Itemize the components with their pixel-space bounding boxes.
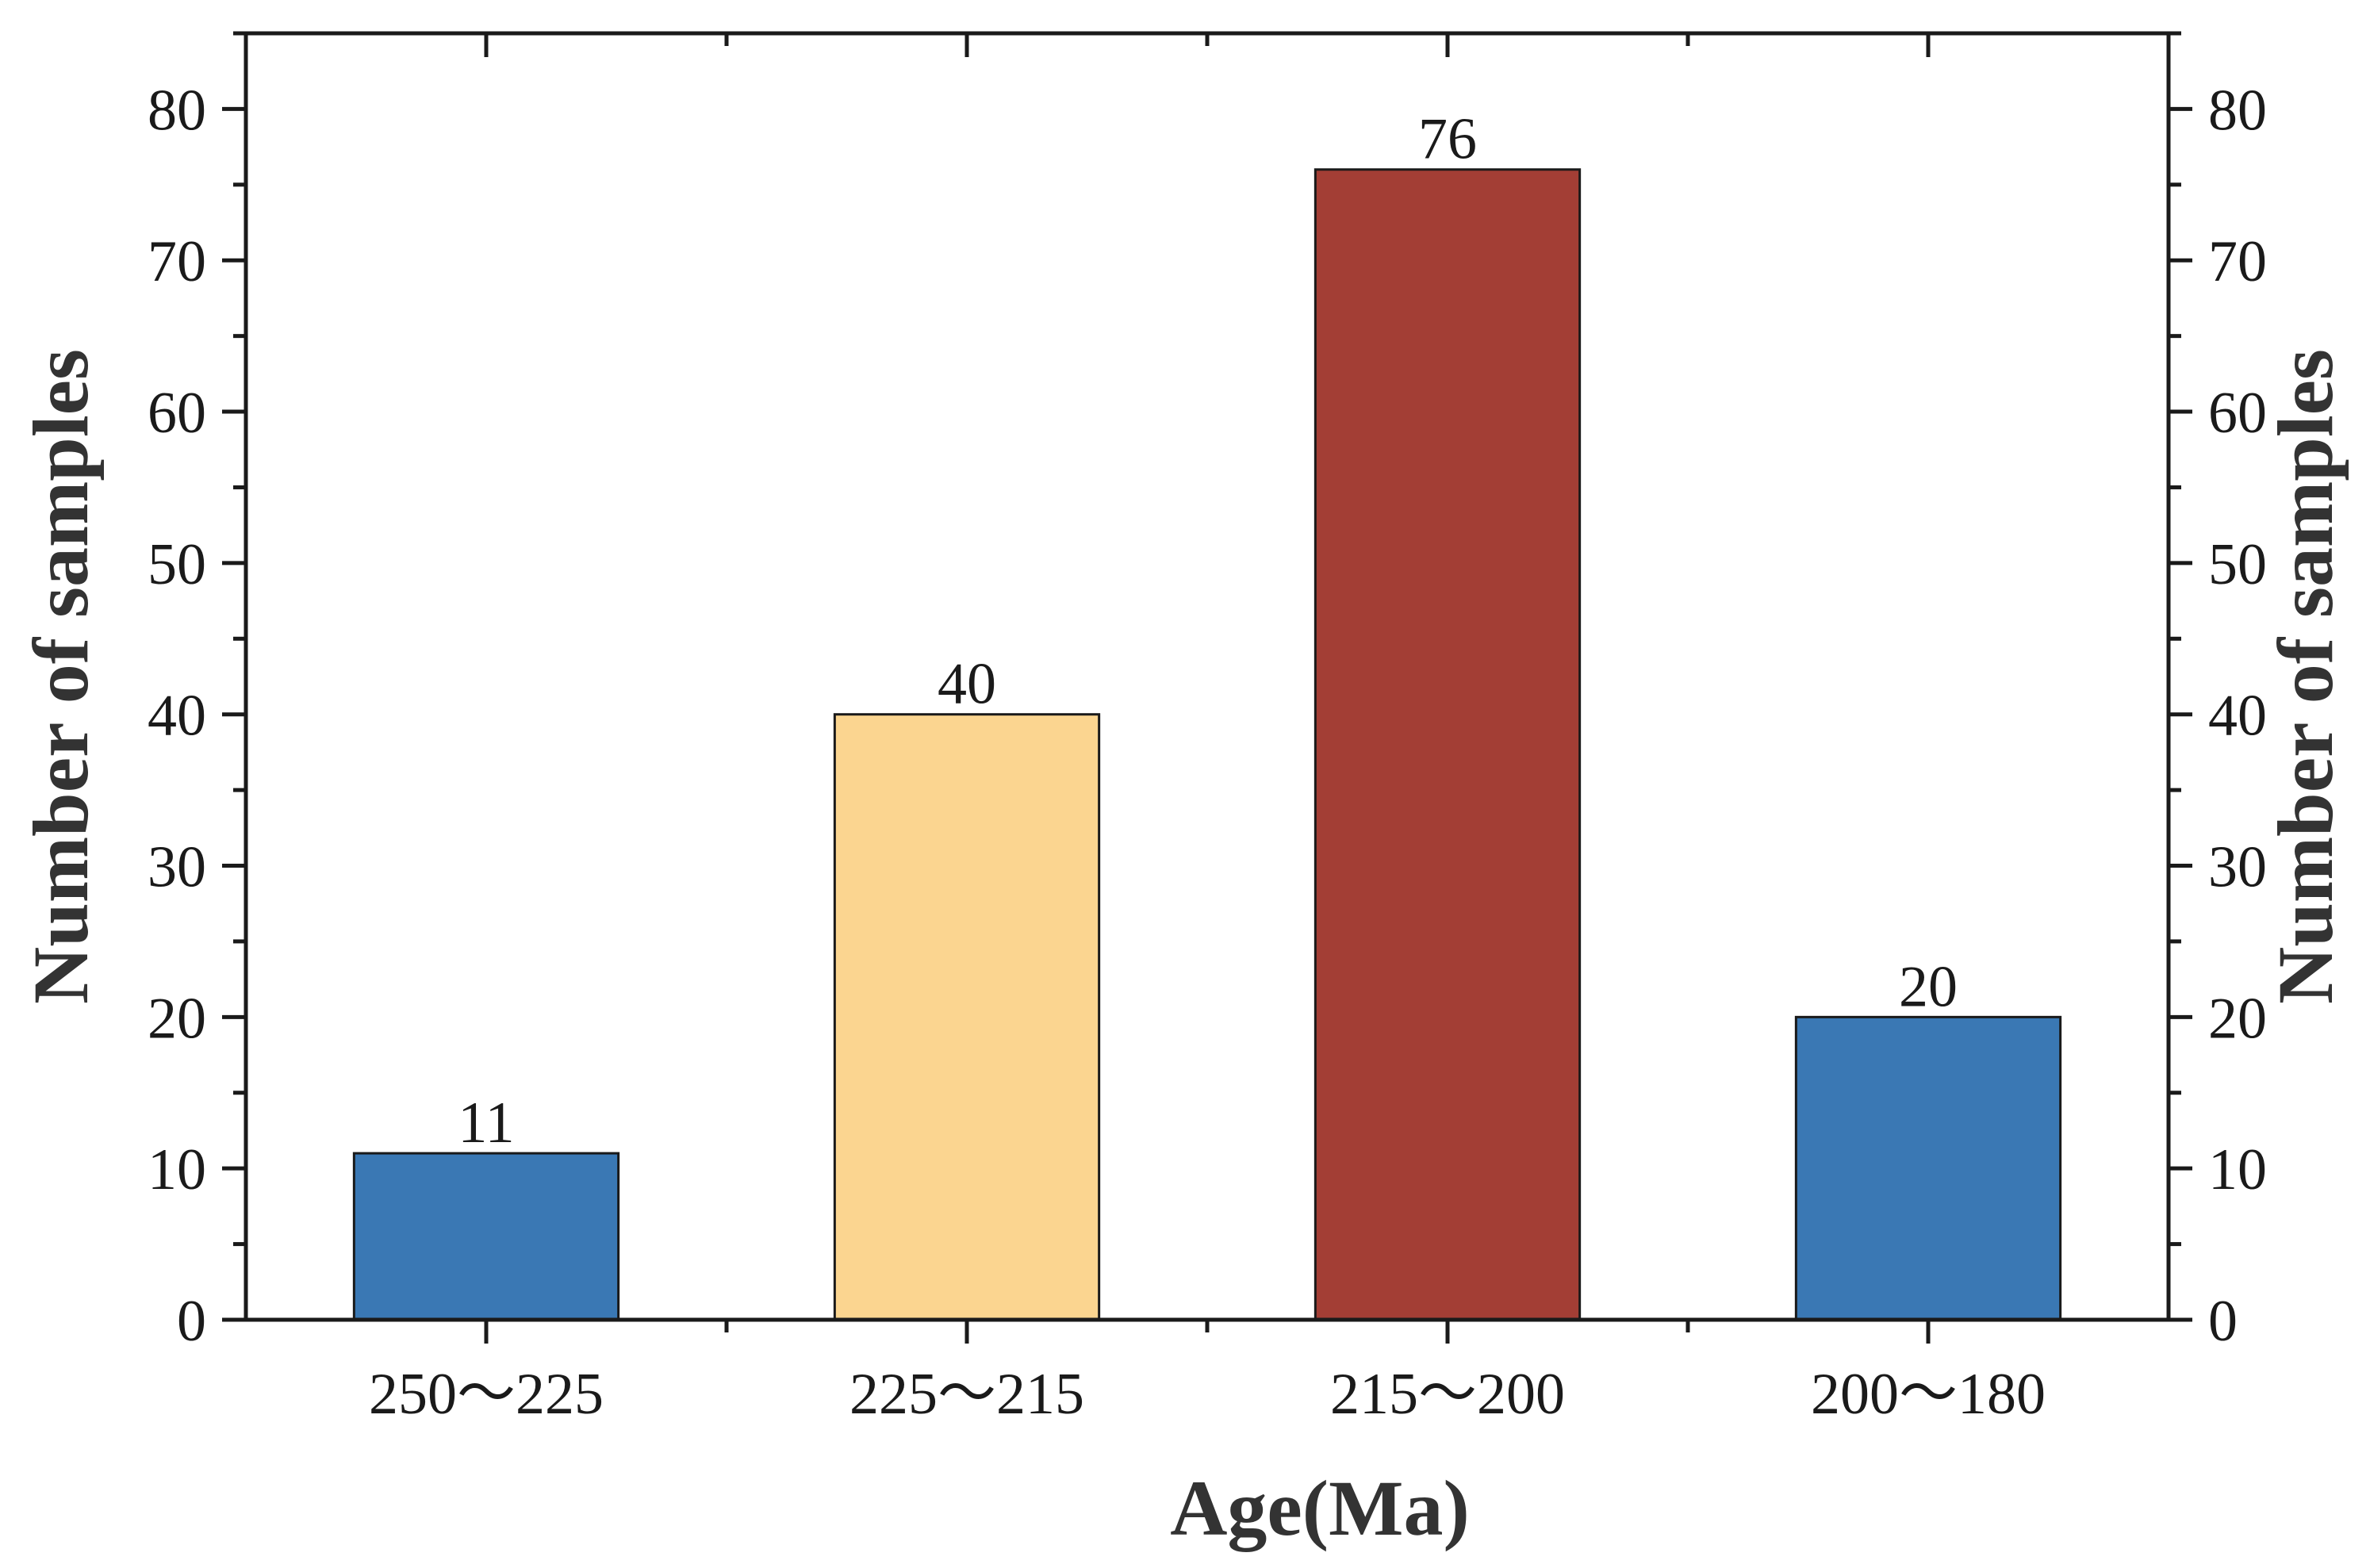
x-tick-label: 225～215: [849, 1362, 1084, 1427]
y-tick-label-left: 10: [148, 1137, 206, 1202]
y-tick-label-right: 60: [2208, 381, 2267, 446]
x-axis-title: Age(Ma): [1170, 1464, 1470, 1552]
bar: [1794, 1015, 2062, 1321]
bar-value-label: 40: [938, 652, 996, 717]
y-tick-label-right: 50: [2208, 532, 2267, 597]
bar-value-label: 11: [458, 1091, 514, 1156]
bar-value-label: 76: [1418, 107, 1477, 172]
y-axis-title-left: Number of samples: [17, 349, 105, 1004]
y-tick-label-right: 10: [2208, 1137, 2267, 1202]
bar: [833, 713, 1101, 1321]
y-tick-label-right: 0: [2208, 1289, 2238, 1354]
y-tick-label-left: 20: [148, 986, 206, 1051]
y-tick-label-left: 80: [148, 78, 206, 143]
y-axis-title-right: Number of samples: [2261, 349, 2349, 1004]
x-tick-label: 215～200: [1330, 1362, 1565, 1427]
y-tick-label-right: 20: [2208, 986, 2267, 1051]
y-tick-label-left: 70: [148, 229, 206, 294]
y-tick-label-left: 30: [148, 835, 206, 900]
y-tick-label-left: 60: [148, 381, 206, 446]
y-tick-label-right: 40: [2208, 684, 2267, 749]
x-tick-label: 250～225: [369, 1362, 604, 1427]
ticks-layer: [222, 31, 2192, 1344]
x-tick-label: 200～180: [1811, 1362, 2046, 1427]
y-tick-label-left: 40: [148, 684, 206, 749]
y-tick-label-left: 0: [177, 1289, 206, 1354]
labels-layer: 0 0 10 10 20 20 30 30 40 40 50 50 60 60 70 70 80 80 11 250～…: [148, 78, 2267, 1427]
bar: [352, 1152, 620, 1321]
y-tick-label-right: 70: [2208, 229, 2267, 294]
y-tick-label-right: 30: [2208, 835, 2267, 900]
bars-layer: [352, 168, 2062, 1321]
bar-value-label: 20: [1899, 954, 1958, 1019]
plot-frame: [244, 31, 2171, 1322]
bar: [1313, 168, 1582, 1321]
y-tick-label-left: 50: [148, 532, 206, 597]
y-tick-label-right: 80: [2208, 78, 2267, 143]
